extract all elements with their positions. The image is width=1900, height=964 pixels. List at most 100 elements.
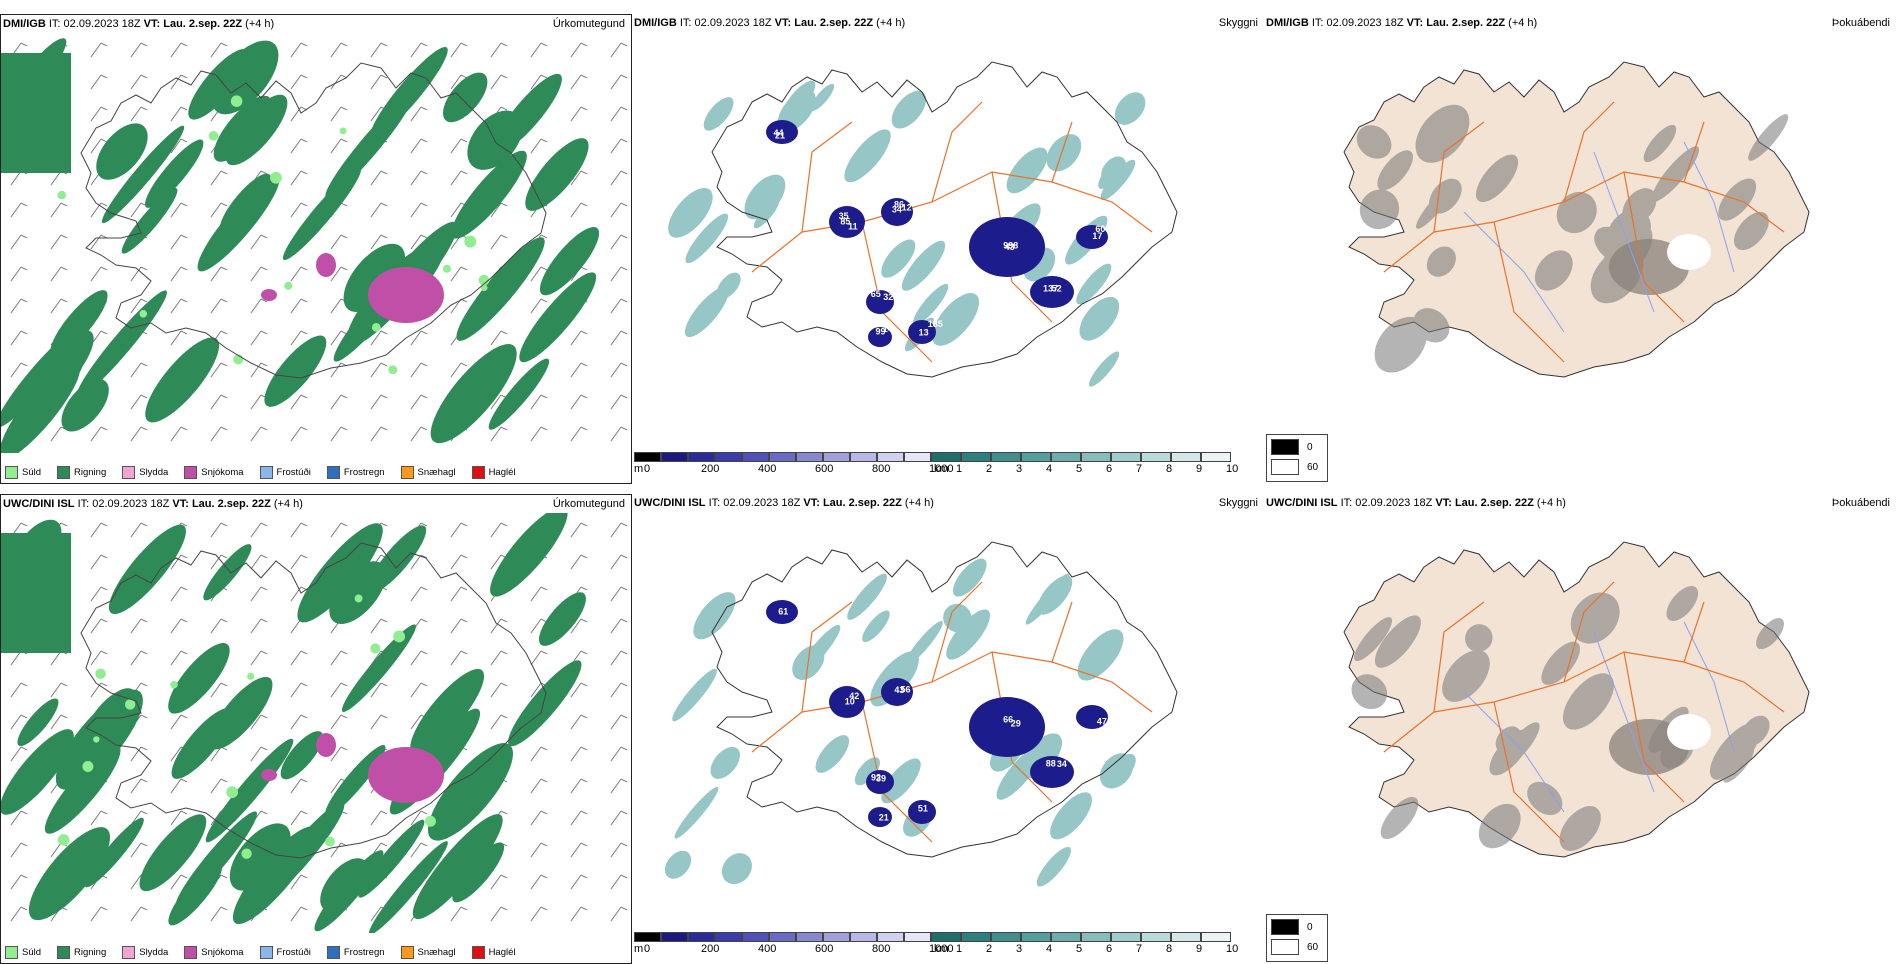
legend-swatch: [57, 466, 71, 479]
ceiling-value-label: 61: [778, 606, 788, 616]
legend-item: Slydda: [122, 946, 168, 959]
visibility-colorbar-segment: [961, 452, 991, 462]
ceiling-value-label: 47: [1097, 717, 1107, 727]
vt-label: VT:: [803, 497, 820, 509]
ceiling-value-label: 85: [840, 217, 850, 227]
fog-legend-label: 60: [1307, 461, 1319, 473]
legend-swatch: [122, 466, 136, 479]
ceiling-colorbar-segment: [742, 452, 769, 462]
ceiling-value-label: 34: [892, 205, 902, 215]
visibility-tick: 8: [1166, 943, 1173, 955]
ceiling-value-label: 12: [902, 203, 912, 213]
ceiling-tick: 200: [701, 463, 720, 475]
legend-item: Slydda: [122, 466, 168, 479]
legend-swatch: [400, 946, 414, 959]
visibility-colorbar-segment: [1111, 932, 1141, 942]
fog-legend-row: 60: [1271, 939, 1323, 955]
panel-uwc-fog: UWC/DINI ISL IT: 02.09.2023 18Z VT: Lau.…: [1264, 494, 1896, 964]
precip-map: [1, 513, 628, 933]
ceiling-value-label: 65: [871, 289, 881, 299]
visibility-colorbar-segment: [961, 932, 991, 942]
fog-legend-label: 0: [1307, 441, 1313, 453]
rain-areas: [1, 38, 600, 453]
legend-label: Súld: [22, 947, 42, 958]
init-time: 02.09.2023 18Z: [1355, 497, 1433, 509]
colorbar-bars: [634, 932, 1264, 942]
fog-legend-swatch: [1271, 459, 1299, 475]
ceiling-labels: 85 86 43 52 65 14 185 44 17 11 12 998 137 32 99 13 21 60 3…: [774, 128, 1106, 338]
legend-label: Frostregn: [343, 467, 385, 478]
ceiling-value-label: 35: [839, 211, 849, 221]
ceiling-colorbar-segment: [904, 932, 931, 942]
ceiling-value-label: 29: [1011, 719, 1021, 729]
ceiling-colorbar-segment: [769, 932, 796, 942]
panel-header: UWC/DINI ISL IT: 02.09.2023 18Z VT: Lau.…: [1266, 497, 1566, 509]
lead-time: (+4 h): [245, 18, 275, 30]
ceiling-value-label: 51: [918, 803, 928, 813]
visibility-tick: 10: [1226, 463, 1239, 475]
visibility-tick: 10: [1226, 943, 1239, 955]
init-time: 02.09.2023 18Z: [694, 17, 772, 29]
ceiling-value-label: 44: [774, 128, 784, 138]
panel-title: Skyggni: [1218, 497, 1258, 509]
precip-map: [1, 38, 628, 453]
road-network: [751, 581, 1153, 843]
valid-time: Lau. 2.sep. 22Z: [191, 498, 271, 510]
legend-swatch: [184, 946, 198, 959]
ceiling-value-label: 60: [1095, 224, 1105, 234]
colorbar-ticks: m 0 200 400 600 800 1000 km 1 2 3 4 5 6 7 8 9 10: [634, 942, 1264, 958]
panel-title: Úrkomutegund: [552, 18, 625, 30]
colorbars: m 0 200 400 600 800 1000 km 1 2 3 4 5 6 7 8 9 10: [634, 452, 1264, 482]
river-network: [1463, 621, 1735, 813]
vt-label: VT:: [774, 17, 792, 29]
it-label: IT:: [48, 18, 61, 30]
legend-label: Snjókoma: [201, 467, 244, 478]
ceiling-colorbar-segment: [688, 452, 715, 462]
visibility-colorbar-segment: [1141, 932, 1171, 942]
it-label: IT:: [1340, 497, 1353, 509]
fog-map: [1343, 541, 1810, 858]
ceiling-colorbar-segment: [904, 452, 931, 462]
ceiling-colorbar-segment: [742, 932, 769, 942]
rain-areas: [1, 513, 586, 933]
ceiling-value-label: 92: [871, 772, 881, 782]
visibility-colorbar-segment: [1201, 932, 1231, 942]
panel-header: UWC/DINI ISL IT: 02.09.2023 18Z VT: Lau.…: [3, 498, 303, 510]
legend-label: Slydda: [139, 947, 169, 958]
lead-time: (+4 h): [273, 498, 303, 510]
ceiling-tick: 600: [815, 943, 834, 955]
legend-item: Rigning: [57, 466, 106, 479]
visibility-tick: 4: [1046, 943, 1053, 955]
ceiling-value-label: 56: [900, 684, 910, 694]
ceiling-value-label: 43: [894, 685, 904, 695]
legend-label: Frostregn: [343, 947, 385, 958]
visibility-colorbar-segment: [991, 932, 1021, 942]
fog-areas: [1356, 104, 1789, 373]
visibility-tick: 3: [1016, 463, 1023, 475]
ceiling-value-label: 39: [876, 773, 886, 783]
visibility-colorbar-segment: [931, 932, 961, 942]
model-name: UWC/DINI ISL: [3, 498, 75, 510]
ceiling-tick: 0: [644, 943, 651, 955]
init-time: 02.09.2023 18Z: [92, 498, 170, 510]
colorbar-bars: [634, 452, 1264, 462]
colorbar-ticks: m 0 200 400 600 800 1000 km 1 2 3 4 5 6 7 8 9 10: [634, 462, 1264, 478]
low-ceiling-areas: [766, 600, 1108, 827]
panel-dmi-fog: DMI/IGB IT: 02.09.2023 18Z VT: Lau. 2.se…: [1264, 14, 1896, 484]
init-time: 02.09.2023 18Z: [63, 18, 141, 30]
legend-swatch: [259, 466, 273, 479]
ceiling-value-label: 17: [1092, 231, 1102, 241]
drizzle-areas: [57, 95, 490, 375]
visibility-tick: 3: [1016, 943, 1023, 955]
river-network: [1463, 141, 1735, 333]
legend-item: Frostúði: [259, 946, 311, 959]
snow-areas: [261, 253, 444, 323]
visibility-tick: 1: [956, 943, 963, 955]
fog-legend-row: 60: [1271, 459, 1323, 475]
iceland-outline: [711, 541, 1178, 858]
legend-item: Snjókoma: [184, 946, 244, 959]
ceiling-colorbar-segment: [715, 932, 742, 942]
vt-label: VT:: [1435, 497, 1452, 509]
ceiling-value-label: 14: [883, 324, 893, 334]
road-network: [1383, 101, 1785, 363]
